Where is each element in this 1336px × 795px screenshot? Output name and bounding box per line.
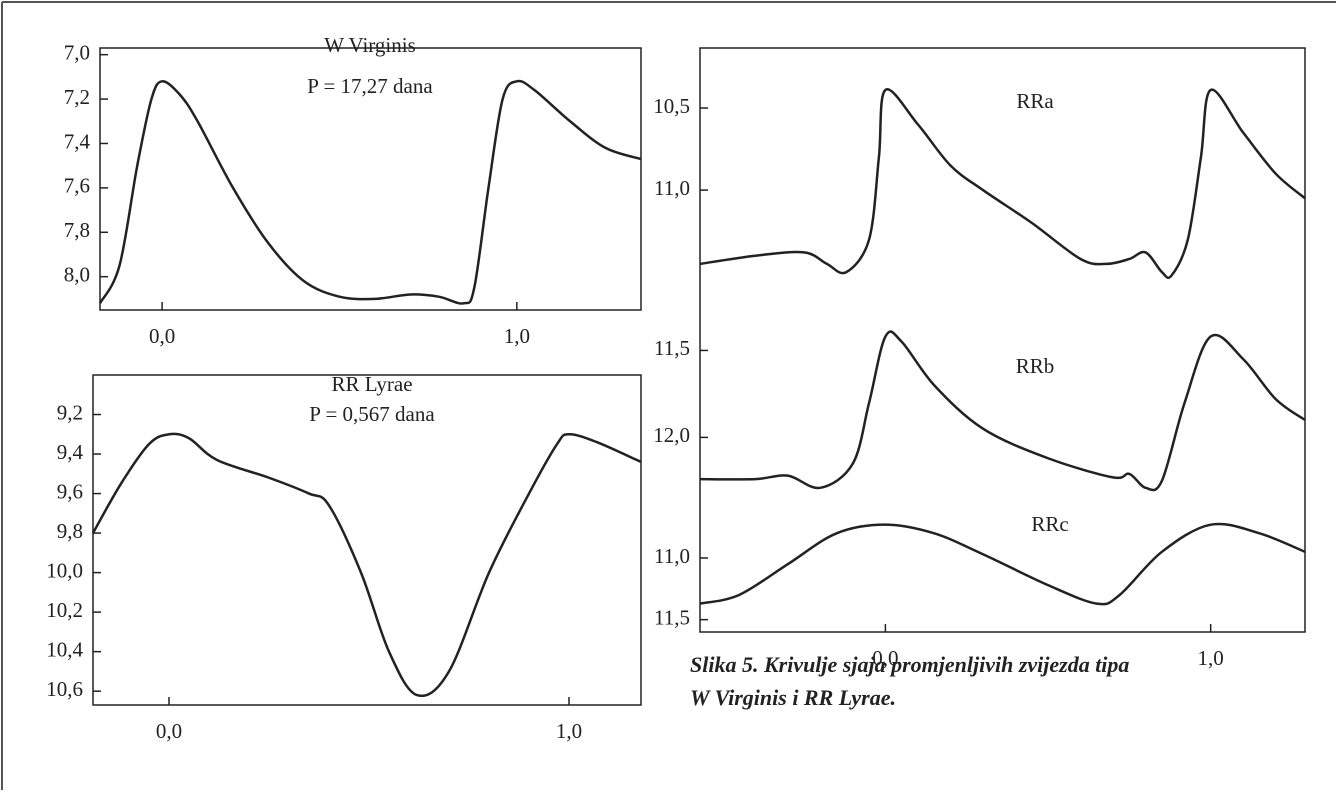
y-tick-label: 7,4	[64, 129, 91, 153]
light-curve	[699, 330, 1306, 492]
light-curve	[98, 79, 642, 305]
y-tick-label: 11,5	[654, 605, 690, 629]
y-tick-label: 11,0	[654, 544, 690, 568]
x-tick-label: 0,0	[149, 324, 175, 348]
plot-frame	[699, 47, 1306, 633]
y-tick-label: 9,6	[57, 479, 83, 503]
curve-title: RR Lyrae	[331, 372, 412, 396]
plot-frame	[92, 374, 642, 706]
light-curve	[91, 432, 642, 698]
curve-title: W Virginis	[324, 33, 416, 57]
y-tick-label: 12,0	[653, 423, 690, 447]
y-tick-label: 8,0	[64, 263, 90, 287]
y-tick-label: 10,2	[46, 598, 83, 622]
y-tick-label: 10,5	[653, 94, 690, 118]
x-tick-label: 0,0	[156, 719, 182, 743]
caption: W Virginis i RR Lyrae.	[690, 685, 896, 710]
y-tick-label: 11,0	[654, 176, 690, 200]
x-tick-label: 1,0	[556, 719, 582, 743]
plot-frame	[99, 47, 642, 311]
y-tick-label: 10,4	[46, 637, 83, 661]
y-tick-label: 7,0	[64, 40, 90, 64]
y-tick-label: 11,5	[654, 336, 690, 360]
curve-period: P = 17,27 dana	[307, 74, 433, 98]
x-tick-label: 1,0	[504, 324, 530, 348]
x-tick-label: 0,0	[872, 646, 898, 670]
y-tick-label: 7,2	[64, 85, 90, 109]
y-tick-label: 10,6	[46, 677, 83, 701]
curve-period: P = 0,567 dana	[309, 402, 435, 426]
curve-title: RRc	[1031, 512, 1068, 536]
caption: Slika 5. Krivulje sjaja promjenljivih zv…	[690, 652, 1129, 677]
curve-title: RRa	[1016, 89, 1054, 113]
y-tick-label: 9,2	[57, 400, 83, 424]
y-tick-label: 10,0	[46, 558, 83, 582]
y-tick-label: 7,6	[64, 174, 90, 198]
curve-title: RRb	[1016, 354, 1055, 378]
x-tick-label: 1,0	[1198, 646, 1224, 670]
y-tick-label: 7,8	[64, 218, 90, 242]
y-tick-label: 9,8	[57, 519, 83, 543]
light-curve	[699, 522, 1306, 606]
light-curve	[699, 88, 1306, 280]
y-tick-label: 9,4	[57, 440, 84, 464]
